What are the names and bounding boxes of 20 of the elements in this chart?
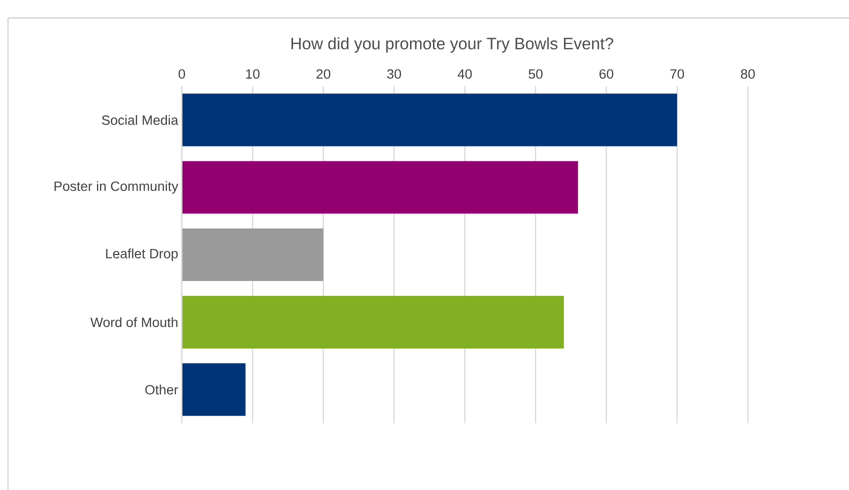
y-tick-label: Leaflet Drop (106, 248, 178, 262)
x-tick-label: 70 (670, 69, 684, 79)
x-tick-label: 0 (178, 69, 186, 79)
chart-title: How did you promote your Try Bowls Event? (291, 37, 614, 53)
bar (182, 296, 564, 348)
x-tick-label: 10 (246, 69, 260, 79)
x-tick-label: 60 (600, 69, 614, 79)
x-tick-label: 30 (387, 69, 402, 79)
bar (182, 228, 324, 282)
x-tick-label: 40 (458, 69, 472, 79)
x-tick-label: 20 (316, 69, 330, 79)
y-tick-label: Other (145, 384, 178, 394)
y-tick-label: Poster in Community (54, 181, 178, 194)
bar (182, 161, 578, 214)
bar (182, 94, 678, 146)
x-tick-label: 50 (528, 69, 543, 79)
bar (182, 363, 246, 416)
y-tick-label: Social Media (102, 115, 178, 125)
y-tick-label: Word of Mouth (90, 317, 178, 328)
x-tick-label: 80 (740, 69, 755, 79)
